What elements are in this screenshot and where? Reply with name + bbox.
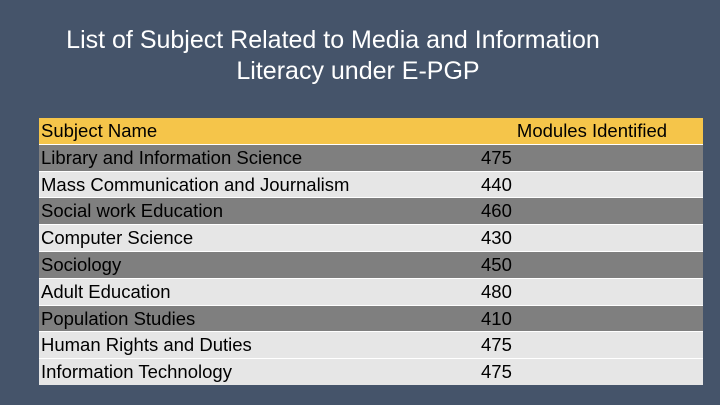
table-row: Adult Education 480: [39, 277, 703, 306]
subject-cell: Mass Communication and Journalism: [39, 170, 479, 198]
table-header-row: Subject Name Modules Identified: [39, 118, 703, 145]
modules-cell: 440: [479, 170, 703, 198]
header-subject-name: Subject Name: [41, 120, 158, 141]
subject-cell: Social work Education: [39, 197, 479, 225]
subject-cell: Information Technology: [39, 358, 479, 385]
modules-cell: 460: [479, 197, 703, 225]
table-row: Mass Communication and Journalism 440: [39, 170, 703, 198]
subjects-table: Subject Name Modules Identified Library …: [39, 118, 703, 385]
modules-cell: 475: [479, 143, 703, 172]
table-row: Human Rights and Duties 475: [39, 331, 703, 359]
modules-cell: 430: [479, 224, 703, 252]
modules-cell: 480: [479, 277, 703, 306]
subject-cell: Adult Education: [39, 277, 479, 306]
table-row: Information Technology 475: [39, 358, 703, 385]
subject-cell: Computer Science: [39, 224, 479, 252]
table-row: Computer Science 430: [39, 224, 703, 252]
modules-cell: 450: [479, 250, 703, 279]
table-row: Social work Education 460: [39, 197, 703, 225]
modules-cell: 475: [479, 331, 703, 359]
header-modules-identified: Modules Identified: [516, 120, 668, 141]
slide-title-line-2: Literacy under E-PGP: [236, 57, 480, 85]
subject-cell: Library and Information Science: [39, 143, 479, 172]
subject-cell: Population Studies: [39, 304, 479, 332]
modules-cell: 475: [479, 358, 703, 385]
table-row: Library and Information Science 475: [39, 143, 703, 172]
subject-cell: Sociology: [39, 250, 479, 279]
table-row: Population Studies 410: [39, 304, 703, 332]
slide-title: List of Subject Related to Media and Inf…: [0, 25, 666, 87]
table-row: Sociology 450: [39, 250, 703, 279]
slide-title-line-1: List of Subject Related to Media and Inf…: [66, 26, 600, 54]
subject-cell: Human Rights and Duties: [39, 331, 479, 359]
modules-cell: 410: [479, 304, 703, 332]
